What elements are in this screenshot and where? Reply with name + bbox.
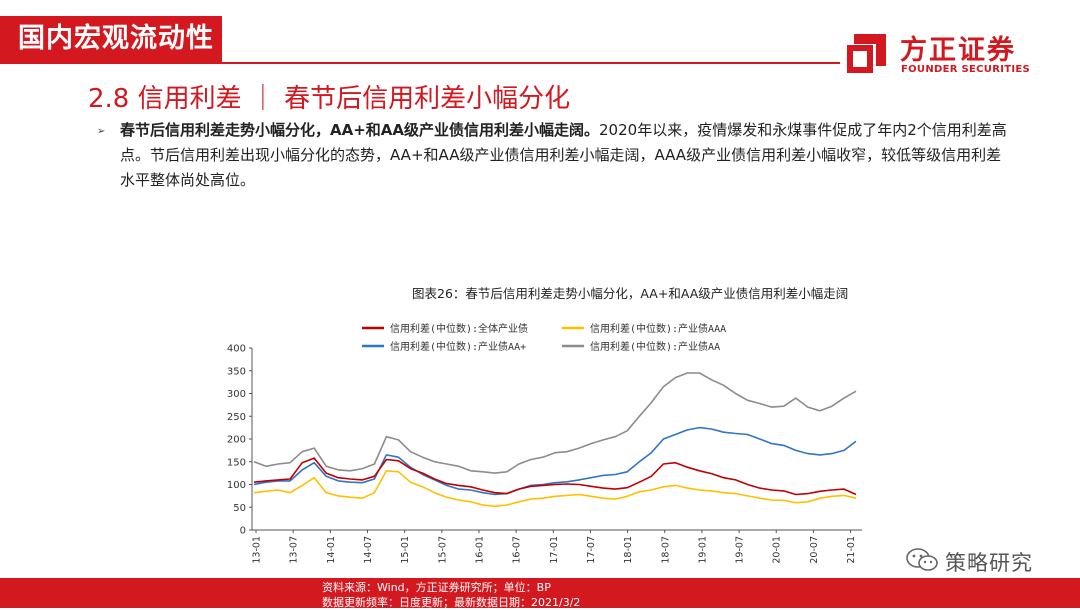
series-line-0 — [253, 457, 857, 496]
source-line-2: 数据更新频率：日度更新；最新数据日期：2021/3/2 — [322, 596, 581, 609]
x-tick-label: 20-07 — [809, 536, 820, 564]
x-tick-label: 19-01 — [697, 536, 708, 564]
body-paragraph: 春节后信用利差走势小幅分化，AA+和AA级产业债信用利差小幅走阔。2020年以来… — [120, 118, 1010, 193]
x-tick-label: 15-07 — [437, 536, 448, 564]
section-tag: 国内宏观流动性 — [0, 16, 222, 62]
x-tick-label: 13-01 — [252, 536, 263, 564]
y-tick-label: 350 — [227, 366, 246, 377]
slide-heading: 2.8 信用利差 ｜ 春节后信用利差小幅分化 — [88, 84, 571, 114]
x-tick-label: 14-01 — [326, 536, 337, 564]
x-tick-label: 16-01 — [474, 536, 485, 564]
legend-label-2: 信用利差(中位数):产业债AA+ — [390, 340, 526, 353]
y-tick-label: 400 — [227, 344, 246, 355]
x-tick-label: 14-07 — [363, 536, 374, 564]
x-tick-label: 21-01 — [846, 536, 857, 564]
founder-logo-icon — [847, 34, 886, 73]
x-tick-label: 16-07 — [512, 536, 523, 564]
watermark-text: 策略研究 — [945, 551, 1033, 575]
chart-title: 图表26：春节后信用利差走势小幅分化，AA+和AA级产业债信用利差小幅走阔 — [412, 286, 849, 301]
legend-label-3: 信用利差(中位数):产业债AA — [590, 340, 720, 353]
bullet-arrow-icon: ➢ — [97, 126, 106, 137]
y-tick-label: 300 — [227, 389, 246, 400]
series-line-2 — [253, 426, 857, 496]
x-tick-label: 19-07 — [735, 536, 746, 564]
y-tick-label: 200 — [227, 435, 246, 446]
legend-label-1: 信用利差(中位数):产业债AAA — [590, 322, 726, 335]
x-tick-label: 18-01 — [623, 536, 634, 564]
x-tick-label: 20-01 — [772, 536, 783, 564]
logo-english: FOUNDER SECURITIES — [901, 64, 1031, 75]
logo-chinese: 方正证券 — [900, 35, 1016, 66]
x-tick-label: 13-07 — [289, 536, 300, 564]
y-tick-label: 0 — [240, 526, 246, 537]
body-rest: 2020年以来，疫情爆发和永煤事件促成了年内2个信用利差高点。节后信用利差出现小… — [120, 121, 1007, 189]
legend-label-0: 信用利差(中位数):全体产业债 — [390, 322, 528, 335]
top-divider — [0, 62, 840, 64]
brand-logo: 方正证券 FOUNDER SECURITIES — [846, 26, 1066, 80]
wechat-watermark: 策略研究 — [905, 545, 1065, 575]
x-tick-label: 17-07 — [586, 536, 597, 564]
y-tick-label: 250 — [227, 412, 246, 423]
x-tick-label: 18-07 — [660, 536, 671, 564]
footer-bar: 资料来源：Wind，方正证券研究所；单位：BP 数据更新频率：日度更新；最新数据… — [0, 578, 1080, 609]
y-tick-label: 100 — [227, 480, 246, 491]
credit-spread-chart: 0 50 100 150 200 250 300 350 400 13-01 13-07 14-01 1… — [227, 322, 862, 564]
x-tick-label: 15-01 — [400, 536, 411, 564]
y-tick-label: 50 — [233, 503, 246, 514]
source-line-1: 资料来源：Wind，方正证券研究所；单位：BP — [322, 581, 551, 594]
wechat-icon — [906, 548, 938, 571]
series-line-1 — [253, 470, 857, 508]
y-tick-label: 150 — [227, 457, 246, 468]
x-tick-label: 17-01 — [549, 536, 560, 564]
series-line-3 — [253, 372, 857, 474]
body-bold-lead: 春节后信用利差走势小幅分化，AA+和AA级产业债信用利差小幅走阔。 — [120, 121, 600, 139]
